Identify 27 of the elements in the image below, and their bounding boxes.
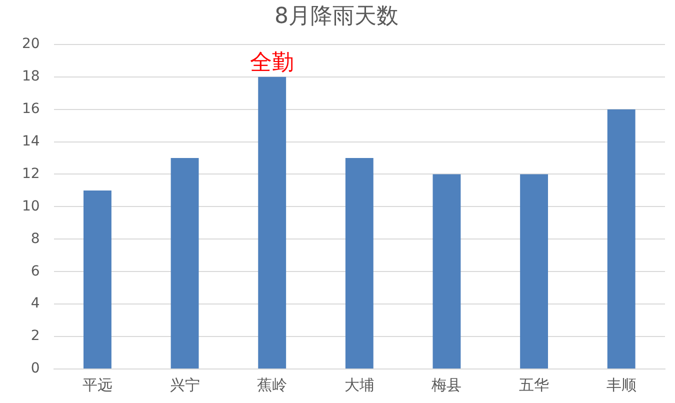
chart-title: 8月降雨天数	[274, 4, 398, 29]
bar	[170, 158, 199, 368]
y-tick-label: 6	[30, 263, 40, 280]
x-tick-label: 五华	[519, 376, 550, 394]
x-tick-label: 梅县	[430, 376, 462, 394]
annotation: 全勤	[250, 50, 294, 76]
y-tick-label: 10	[22, 198, 40, 214]
bar	[520, 174, 548, 368]
bar	[258, 76, 286, 368]
x-tick-label: 兴宁	[170, 376, 200, 394]
y-tick-label: 12	[22, 166, 40, 182]
x-tick-label: 蕉岭	[257, 376, 288, 394]
y-tick-label: 18	[22, 68, 40, 84]
y-tick-label: 16	[22, 100, 40, 117]
x-tick-label: 平远	[82, 376, 112, 394]
x-tick-label: 大埔	[344, 376, 374, 394]
bar	[84, 190, 112, 368]
y-tick-label: 20	[22, 36, 40, 52]
bar	[345, 158, 374, 368]
x-tick-label: 丰顺	[606, 376, 636, 394]
bar	[432, 174, 461, 368]
y-tick-label: 2	[30, 328, 40, 344]
y-tick-label: 14	[22, 133, 40, 150]
bar	[607, 109, 636, 368]
y-tick-label: 4	[30, 296, 40, 312]
y-tick-label: 0	[30, 360, 40, 377]
y-tick-label: 8	[30, 230, 40, 247]
